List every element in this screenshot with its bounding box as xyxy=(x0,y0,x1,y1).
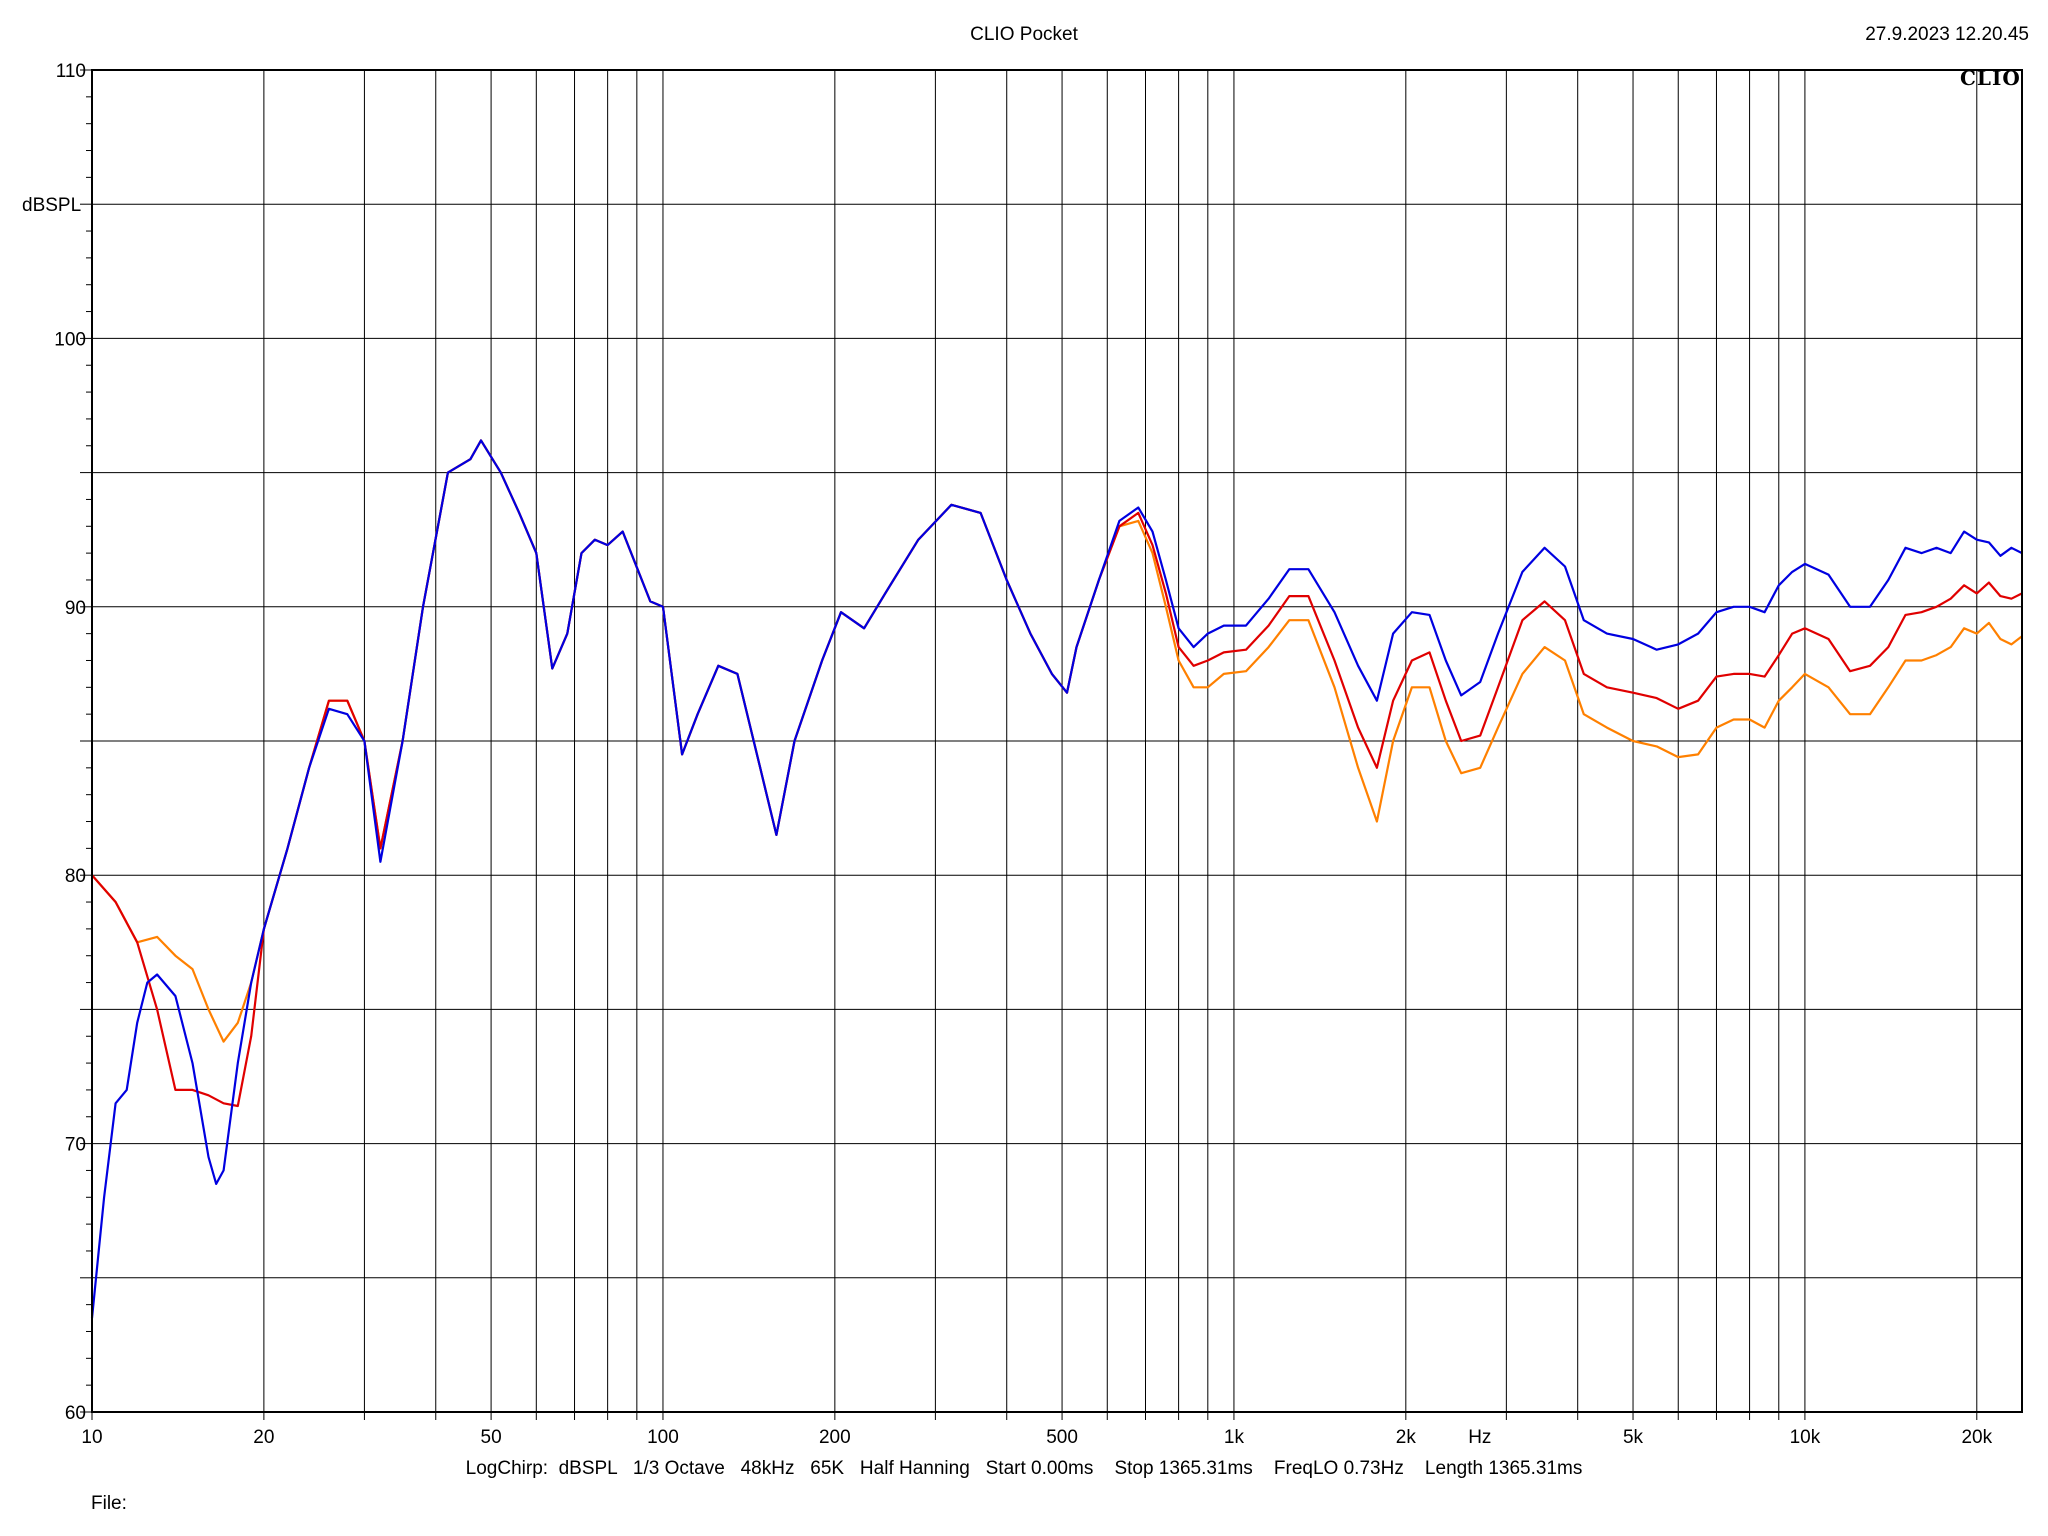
x-tick-label: 50 xyxy=(481,1427,502,1448)
timestamp: 27.9.2023 12.20.45 xyxy=(1865,24,2029,45)
y-tick-label: 110 xyxy=(56,61,86,82)
x-tick-label: 20 xyxy=(253,1427,274,1448)
file-label: File: xyxy=(91,1493,127,1514)
x-tick-label: 2k xyxy=(1396,1427,1417,1448)
chart-ticks xyxy=(80,69,1978,1420)
measurement-settings: LogChirp: dBSPL 1/3 Octave 48kHz 65K Hal… xyxy=(465,1458,1583,1479)
x-tick-label: 20k xyxy=(1961,1427,1992,1448)
y-tick-label: 60 xyxy=(65,1403,86,1424)
chart-grid xyxy=(92,70,2022,1412)
x-tick-label: 100 xyxy=(647,1427,679,1448)
chart-title: CLIO Pocket xyxy=(970,24,1078,45)
y-tick-label: 70 xyxy=(65,1135,86,1156)
series-line-3 xyxy=(90,439,2023,1319)
y-tick-label: 90 xyxy=(65,598,86,619)
x-tick-label: 500 xyxy=(1046,1427,1078,1448)
x-tick-label: 10k xyxy=(1790,1427,1821,1448)
x-axis-label: Hz xyxy=(1468,1427,1491,1448)
y-tick-label: 80 xyxy=(65,866,86,887)
x-tick-label: 200 xyxy=(819,1427,851,1448)
y-axis-label: dBSPL xyxy=(22,195,81,216)
series-line-2 xyxy=(91,439,2023,1108)
clio-logo: CLIO xyxy=(1960,66,2021,90)
x-tick-label: 5k xyxy=(1623,1427,1644,1448)
x-tick-label: 1k xyxy=(1224,1427,1245,1448)
x-tick-label: 10 xyxy=(81,1427,102,1448)
chart-labels: 60 70 80 90 100 110 dBSPL 10 20 50 100 200 500 1k 2k 5k… xyxy=(22,61,1993,1448)
chart-series xyxy=(90,439,2023,1319)
y-tick-label: 100 xyxy=(54,329,86,350)
